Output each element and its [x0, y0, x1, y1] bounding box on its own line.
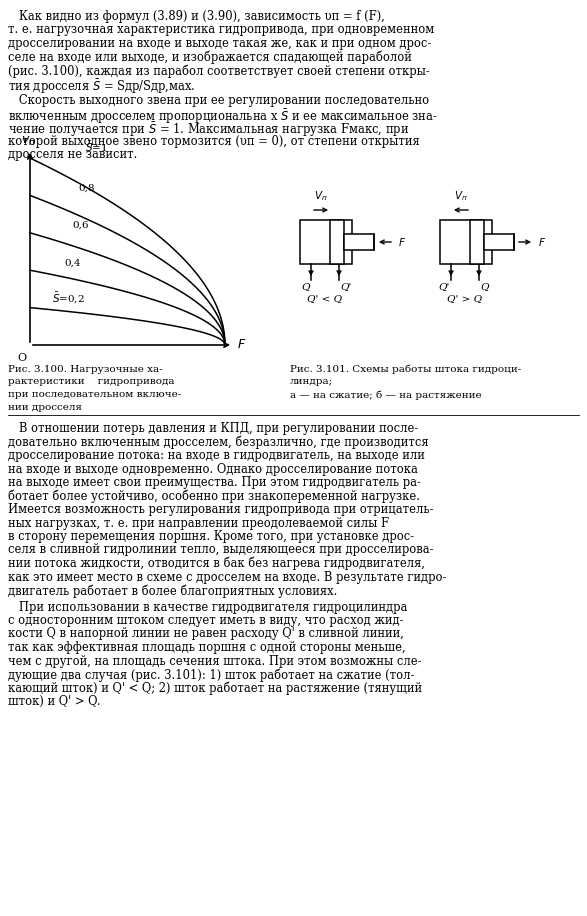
Text: 0,8: 0,8 [78, 183, 95, 192]
Text: которой выходное звено тормозится (υп = 0), от степени открытия: которой выходное звено тормозится (υп = … [8, 135, 420, 147]
Text: 0,4: 0,4 [64, 258, 80, 267]
Bar [300, 220, 352, 264]
Text: рактеристики    гидропривода: рактеристики гидропривода [8, 377, 174, 387]
Text: Q' < Q: Q' < Q [308, 294, 343, 303]
Text: $F$: $F$ [398, 236, 406, 248]
Text: линдра;: линдра; [290, 377, 333, 387]
Text: тия дросселя $\bar{S}$ = Sдр/Sдр,мах.: тия дросселя $\bar{S}$ = Sдр/Sдр,мах. [8, 78, 195, 96]
Text: включенным дросселем пропорциональна х $\bar{S}$ и ее максимальное зна-: включенным дросселем пропорциональна х $… [8, 107, 438, 125]
Text: Скорость выходного звена при ее регулировании последовательно: Скорость выходного звена при ее регулиро… [8, 94, 429, 107]
Text: Q: Q [302, 282, 310, 291]
Text: Рис. 3.100. Нагрузочные ха-: Рис. 3.100. Нагрузочные ха- [8, 365, 163, 374]
Text: кающий шток) и Q' < Q; 2) шток работает на растяжение (тянущий: кающий шток) и Q' < Q; 2) шток работает … [8, 682, 422, 695]
Bar [440, 220, 492, 264]
Text: Q' > Q: Q' > Q [447, 294, 483, 303]
Text: кости Q в напорной линии не равен расходу Q' в сливной линии,: кости Q в напорной линии не равен расход… [8, 627, 404, 640]
Text: $v_п$: $v_п$ [21, 135, 35, 148]
Text: $\bar{S}$=1: $\bar{S}$=1 [85, 140, 107, 154]
Text: В отношении потерь давления и КПД, при регулировании после-: В отношении потерь давления и КПД, при р… [8, 422, 419, 435]
Text: на выходе имеет свои преимущества. При этом гидродвигатель ра-: на выходе имеет свои преимущества. При э… [8, 476, 421, 489]
Text: чение получается при $\bar{S}$ = 1. Максимальная нагрузка Fмакс, при: чение получается при $\bar{S}$ = 1. Макс… [8, 121, 409, 139]
Text: нии дросселя: нии дросселя [8, 402, 82, 411]
Bar [470, 220, 484, 264]
Text: При использовании в качестве гидродвигателя гидроцилиндра: При использовании в качестве гидродвигат… [8, 601, 407, 614]
Text: т. е. нагрузочная характеристика гидропривода, при одновременном: т. е. нагрузочная характеристика гидропр… [8, 24, 434, 37]
Text: Как видно из формул (3.89) и (3.90), зависимость υп = f (F),: Как видно из формул (3.89) и (3.90), зав… [8, 10, 385, 23]
Text: на входе и выходе одновременно. Однако дросселирование потока: на входе и выходе одновременно. Однако д… [8, 463, 418, 475]
Text: Рис. 3.101. Схемы работы штока гидроци-: Рис. 3.101. Схемы работы штока гидроци- [290, 365, 521, 375]
Text: ных нагрузках, т. е. при направлении преодолеваемой силы F: ных нагрузках, т. е. при направлении пре… [8, 517, 389, 529]
Text: дросселя не зависит.: дросселя не зависит. [8, 148, 137, 161]
Text: $V_п$: $V_п$ [314, 190, 328, 203]
Text: $V_п$: $V_п$ [454, 190, 468, 203]
Text: двигатель работает в более благоприятных условиях.: двигатель работает в более благоприятных… [8, 584, 338, 597]
Text: чем с другой, на площадь сечения штока. При этом возможны сле-: чем с другой, на площадь сечения штока. … [8, 655, 421, 668]
Text: нии потока жидкости, отводится в бак без нагрева гидродвигателя,: нии потока жидкости, отводится в бак без… [8, 557, 425, 571]
Text: $\bar{S}$=0,2: $\bar{S}$=0,2 [52, 289, 85, 305]
Bar [330, 220, 344, 264]
Text: шток) и Q' > Q.: шток) и Q' > Q. [8, 695, 100, 708]
Text: Имеется возможность регулирования гидропривода при отрицатель-: Имеется возможность регулирования гидроп… [8, 503, 434, 516]
Text: 0,6: 0,6 [72, 221, 89, 230]
Text: ботает более устойчиво, особенно при знакопеременной нагрузке.: ботает более устойчиво, особенно при зна… [8, 489, 420, 503]
Text: в сторону перемещения поршня. Кроме того, при установке дрос-: в сторону перемещения поршня. Кроме того… [8, 530, 414, 543]
Text: как это имеет место в схеме с дросселем на входе. В результате гидро-: как это имеет место в схеме с дросселем … [8, 571, 446, 583]
Text: а — на сжатие; б — на растяжение: а — на сжатие; б — на растяжение [290, 390, 481, 399]
Text: селя в сливной гидролинии тепло, выделяющееся при дросселирова-: селя в сливной гидролинии тепло, выделяю… [8, 543, 434, 557]
Text: дросселировании на входе и выходе такая же, как и при одном дрос-: дросселировании на входе и выходе такая … [8, 37, 431, 50]
Text: Q: Q [480, 282, 488, 291]
Text: дросселирование потока: на входе в гидродвигатель, на выходе или: дросселирование потока: на входе в гидро… [8, 449, 425, 462]
Text: Q': Q' [340, 282, 352, 291]
Text: $F$: $F$ [237, 339, 247, 352]
Text: Q': Q' [438, 282, 450, 291]
Bar [344, 234, 374, 250]
Bar [484, 234, 514, 250]
Text: с односторонним штоком следует иметь в виду, что расход жид-: с односторонним штоком следует иметь в в… [8, 614, 403, 627]
Text: дующие два случая (рис. 3.101): 1) шток работает на сжатие (тол-: дующие два случая (рис. 3.101): 1) шток … [8, 668, 414, 682]
Text: (рис. 3.100), каждая из парабол соответствует своей степени откры-: (рис. 3.100), каждая из парабол соответс… [8, 64, 430, 78]
Text: при последовательном включе-: при последовательном включе- [8, 390, 181, 399]
Text: довательно включенным дросселем, безразлично, где производится: довательно включенным дросселем, безразл… [8, 435, 429, 449]
Text: O: O [18, 353, 27, 363]
Text: так как эффективная площадь поршня с одной стороны меньше,: так как эффективная площадь поршня с одн… [8, 641, 406, 654]
Text: селе на входе или выходе, и изображается спадающей параболой: селе на входе или выходе, и изображается… [8, 50, 412, 64]
Text: $F$: $F$ [538, 236, 546, 248]
